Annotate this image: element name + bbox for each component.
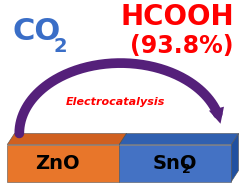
Polygon shape	[7, 133, 127, 145]
Text: 2: 2	[182, 163, 191, 176]
Polygon shape	[119, 145, 231, 182]
Text: CO: CO	[12, 17, 60, 46]
Text: HCOOH: HCOOH	[120, 3, 234, 31]
Text: SnO: SnO	[153, 154, 198, 173]
Text: (93.8%): (93.8%)	[130, 34, 234, 58]
Polygon shape	[231, 133, 239, 182]
Text: 2: 2	[53, 37, 67, 56]
Text: Electrocatalysis: Electrocatalysis	[66, 97, 165, 107]
Polygon shape	[7, 145, 119, 182]
Text: ZnO: ZnO	[35, 154, 80, 173]
Polygon shape	[119, 133, 239, 145]
